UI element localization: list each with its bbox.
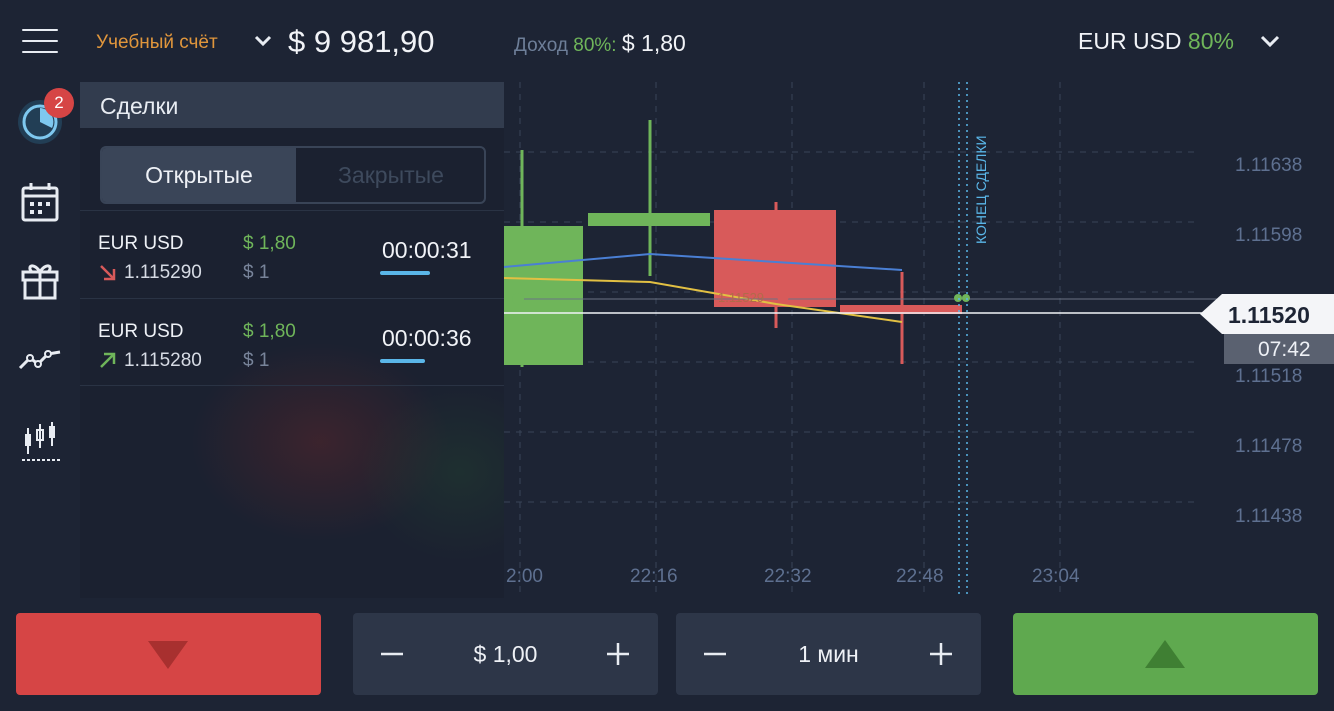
gift-icon[interactable] <box>16 256 64 304</box>
deal-end-label: КОНЕЦ СДЕЛКИ <box>973 135 989 244</box>
top-bar: Учебный счёт $ 9 981,90 Доход 80%: $ 1,8… <box>0 0 1334 82</box>
chevron-down-icon[interactable] <box>1258 30 1282 52</box>
amount-stepper: $ 1,00 <box>353 613 658 695</box>
sell-down-button[interactable] <box>16 613 321 695</box>
arrow-down-icon <box>100 265 116 281</box>
deal-pair: EUR USD <box>98 321 184 342</box>
deal-timer: 00:00:31 <box>382 237 472 263</box>
amount-value[interactable]: $ 1,00 <box>473 641 538 667</box>
deal-item[interactable]: EUR USD 1.115280 $ 1,80 $ 1 00:00:36 <box>80 298 504 386</box>
y-tick: 1.11598 <box>1235 225 1302 246</box>
deal-profit: $ 1,80 <box>243 233 296 254</box>
triangle-down-icon <box>148 641 188 669</box>
deal-profit: $ 1,80 <box>243 321 296 342</box>
chart-grid <box>504 82 1194 598</box>
account-balance: $ 9 981,90 <box>288 24 435 59</box>
deal-item[interactable]: EUR USD 1.115290 $ 1,80 $ 1 00:00:31 <box>80 210 504 298</box>
deals-header: Сделки <box>80 82 504 128</box>
x-tick: 22:16 <box>630 566 678 587</box>
tab-open-deals[interactable]: Открытые <box>102 148 296 202</box>
y-tick: 1.11638 <box>1235 155 1302 176</box>
deal-progress-bar <box>380 359 425 363</box>
x-tick: 22:48 <box>896 566 944 587</box>
marker-label: 1.11529 <box>718 290 764 305</box>
tab-closed-deals[interactable]: Закрытые <box>338 162 444 188</box>
asset-name: EUR USD <box>1078 28 1182 54</box>
plus-icon[interactable] <box>928 641 954 667</box>
x-tick: 22:32 <box>764 566 812 587</box>
x-tick: 2:00 <box>506 566 543 587</box>
candlestick-icon[interactable] <box>16 418 64 466</box>
deal-open-price: 1.115280 <box>124 350 202 371</box>
deals-panel: Сделки Открытые Закрытые EUR USD 1.11529… <box>80 82 504 598</box>
y-tick: 1.11438 <box>1235 506 1302 527</box>
triangle-up-icon <box>1145 640 1185 668</box>
chevron-down-icon[interactable] <box>252 30 274 52</box>
deal-entry-marker <box>512 293 524 305</box>
account-type-label[interactable]: Учебный счёт <box>96 32 218 53</box>
duration-value[interactable]: 1 мин <box>798 641 859 667</box>
buy-up-button[interactable] <box>1013 613 1318 695</box>
income-percent: 80%: <box>573 35 617 56</box>
deal-entry-marker <box>777 290 789 302</box>
y-tick: 1.11478 <box>1235 436 1302 457</box>
calendar-icon[interactable] <box>16 178 64 226</box>
candle-down <box>840 305 962 314</box>
arrow-up-icon <box>100 352 116 368</box>
deals-title: Сделки <box>100 93 179 119</box>
moving-average-blue <box>504 252 903 271</box>
minus-icon[interactable] <box>702 641 728 667</box>
price-chart[interactable]: 1.11529 КОНЕЦ СДЕЛКИ 1.11638 1.11598 1.1… <box>504 82 1334 598</box>
deal-open-price: 1.115290 <box>124 262 202 283</box>
hamburger-menu-icon[interactable] <box>22 29 58 55</box>
time-left-value: 07:42 <box>1258 338 1311 361</box>
duration-stepper: 1 мин <box>676 613 981 695</box>
candle-up <box>588 213 710 226</box>
y-tick: 1.11518 <box>1235 366 1302 387</box>
asset-selector[interactable]: EUR USD 80% <box>1078 28 1234 55</box>
plus-icon[interactable] <box>605 641 631 667</box>
deal-stake: $ 1 <box>243 262 270 283</box>
time-left-tag <box>1224 334 1334 364</box>
line-chart-icon[interactable] <box>16 336 64 384</box>
deals-tabs: Открытые Закрытые <box>100 146 486 204</box>
income-display: Доход 80%: $ 1,80 <box>514 30 686 57</box>
deals-count-badge: 2 <box>44 88 74 118</box>
deal-progress-bar <box>380 271 430 275</box>
deal-timer: 00:00:36 <box>382 325 472 351</box>
deal-stake: $ 1 <box>243 350 270 371</box>
asset-payout-percent: 80% <box>1187 28 1234 54</box>
x-tick: 23:04 <box>1032 566 1080 587</box>
current-price-value: 1.11520 <box>1228 302 1310 328</box>
current-price-tag <box>1200 294 1334 334</box>
deal-pair: EUR USD <box>98 233 184 254</box>
minus-icon[interactable] <box>379 641 405 667</box>
income-amount: $ 1,80 <box>621 30 686 56</box>
income-label: Доход <box>514 35 568 56</box>
